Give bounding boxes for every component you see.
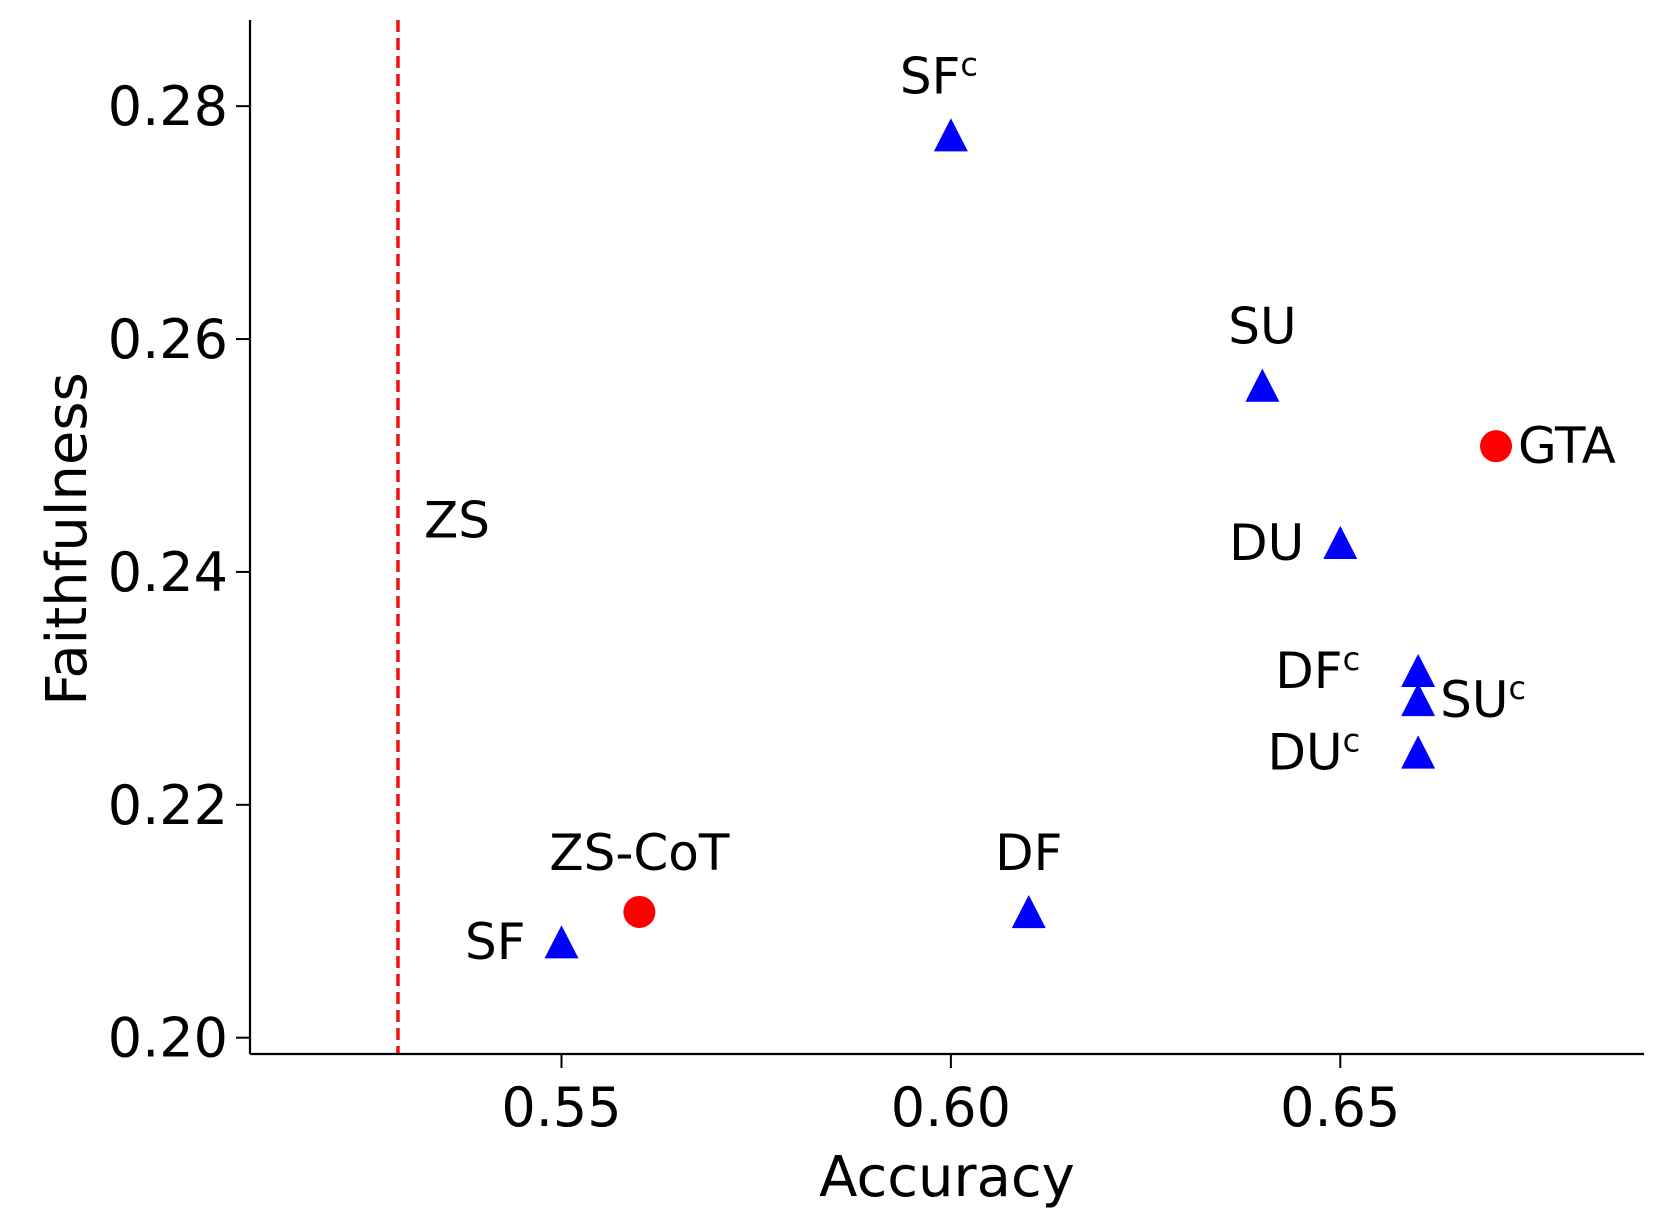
point-zs-cot-label-text: ZS-CoT [549,824,730,882]
point-gta-marker [1480,430,1513,463]
point-su-label: SU [1228,298,1296,356]
point-du-label-text: DU [1229,514,1304,572]
y-tick-label: 0.20 [108,1007,228,1070]
y-tick-label: 0.24 [108,541,228,604]
point-sf-marker [544,925,579,959]
point-su-label-text: SU [1228,298,1296,356]
point-suc-label: SUc [1440,669,1526,729]
point-dfc-label: DFc [1275,640,1360,700]
x-tick-label: 0.65 [1280,1076,1400,1139]
y-tick-label: 0.26 [108,308,228,371]
point-dfc-label-sup: c [1343,640,1361,678]
point-suc-label-sup: c [1509,669,1527,707]
y-ticks: 0.20 0.22 0.24 0.26 0.28 [108,75,250,1070]
x-axis-title: Accuracy [819,1145,1075,1210]
point-df-label: DF [995,824,1062,882]
point-du-label: DU [1229,514,1304,572]
reference-lines: ZS [396,20,490,1054]
point-du-marker [1323,525,1358,559]
point-suc-label-text: SU [1440,671,1508,729]
point-dfc-label-text: DF [1275,642,1342,700]
axes [248,20,1644,1056]
y-tick-label: 0.28 [108,75,228,138]
data-points [544,118,1513,959]
point-sf-label: SF [465,913,526,971]
point-sfc-label-text: SF [900,47,961,105]
y-axis-title: Faithfulness [35,372,100,705]
zs-reference-label: ZS [424,492,490,550]
point-sfc-marker [933,118,968,152]
point-gta-label: GTA [1518,417,1616,475]
point-df-marker [1011,894,1046,929]
point-sf-label-text: SF [465,913,526,971]
point-sfc-label: SFc [900,45,978,105]
point-su-marker [1245,368,1280,402]
x-tick-label: 0.55 [501,1076,621,1139]
point-dfc-marker [1401,653,1436,688]
point-duc-label: DUc [1267,721,1360,781]
point-duc-label-text: DU [1267,723,1342,781]
point-duc-marker [1401,735,1436,769]
x-tick-label: 0.60 [891,1076,1011,1139]
y-tick-label: 0.22 [108,774,228,837]
point-duc-label-sup: c [1343,721,1361,759]
point-sfc-label-sup: c [960,45,978,83]
x-ticks: 0.55 0.60 0.65 [501,1054,1400,1139]
point-suc-marker [1401,683,1436,717]
point-gta-label-text: GTA [1518,417,1616,475]
point-df-label-text: DF [995,824,1062,882]
point-zs-cot-marker [623,895,656,928]
point-zs-cot-label: ZS-CoT [549,824,730,882]
